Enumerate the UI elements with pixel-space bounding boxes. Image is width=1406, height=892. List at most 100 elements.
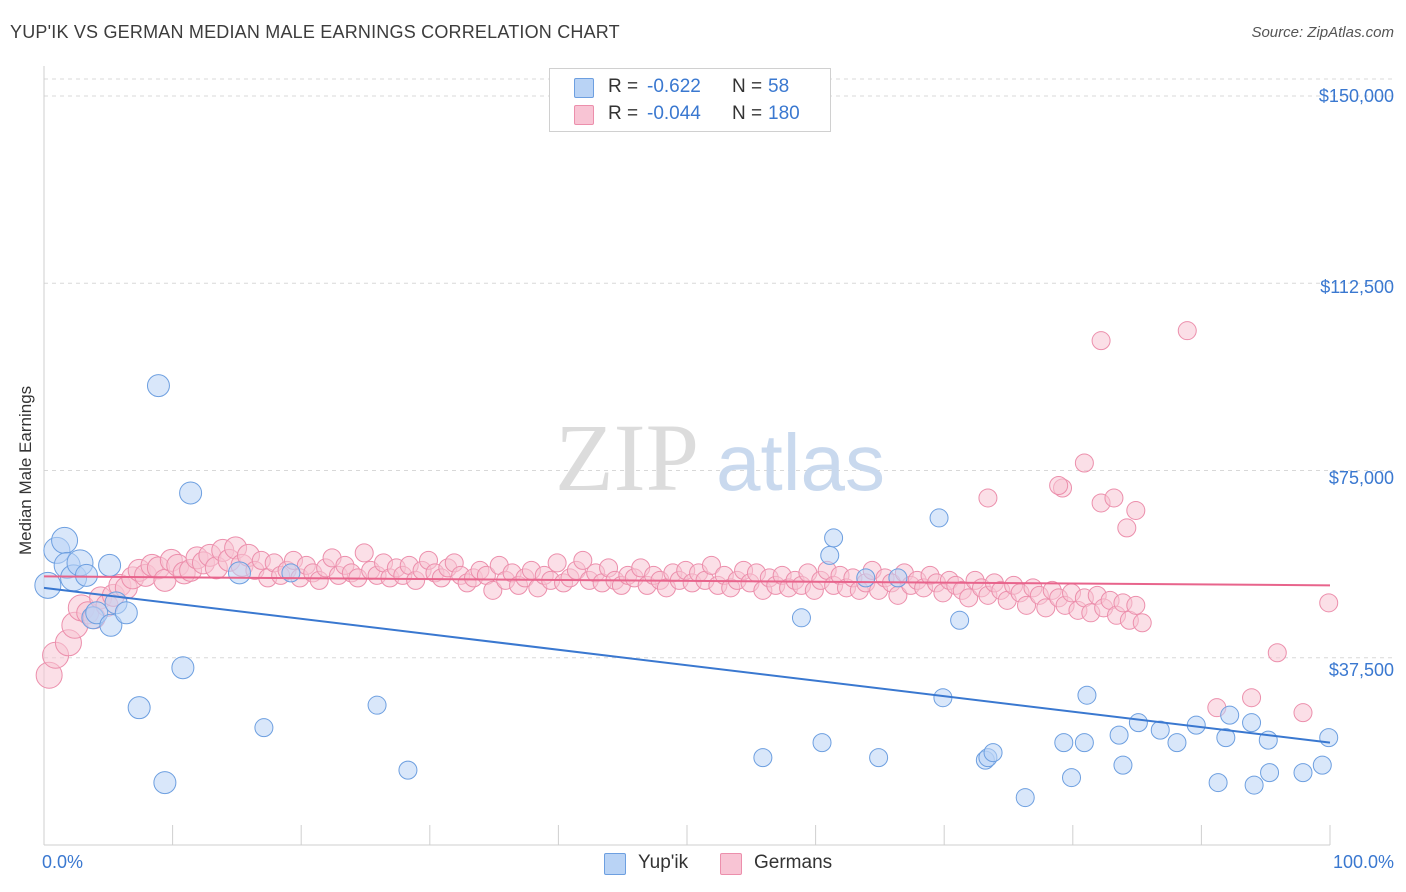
y-tick-label: $75,000 — [1328, 468, 1394, 488]
yupik-point — [98, 553, 122, 577]
bottom-legend-label: Germans — [754, 852, 833, 873]
yupik-point — [1150, 720, 1170, 740]
yupik-point — [34, 571, 62, 599]
yupik-point — [888, 568, 908, 588]
bottom-legend-swatch-pink — [720, 853, 742, 875]
germans-point — [1293, 703, 1313, 723]
legend-r-label: R = — [608, 76, 639, 97]
legend-r-value: -0.044 — [647, 103, 701, 124]
yupik-point — [1242, 713, 1262, 733]
yupik-point — [398, 760, 418, 780]
yupik-point — [1062, 768, 1082, 788]
yupik-point — [127, 696, 151, 720]
y-tick-label: $112,500 — [1320, 277, 1394, 297]
legend-n-label: N = — [732, 76, 763, 97]
y-tick-label: $37,500 — [1328, 660, 1394, 680]
yupik-point — [1077, 685, 1097, 705]
chart-title: YUP'IK VS GERMAN MEDIAN MALE EARNINGS CO… — [10, 22, 620, 42]
yupik-point — [929, 508, 949, 528]
yupik-point — [254, 718, 274, 738]
legend-n-label: N = — [732, 103, 763, 124]
yupik-point — [1074, 733, 1094, 753]
germans-point — [1017, 595, 1037, 615]
germans-point — [354, 543, 374, 563]
legend: R = -0.622 N = 58 R = -0.044 N = 180 — [549, 68, 831, 132]
source-credit: Source: ZipAtlas.com — [1251, 24, 1394, 41]
legend-n-value: 180 — [768, 103, 800, 124]
legend-row-yupik: R = -0.622 N = 58 — [550, 74, 830, 100]
germans-point — [1132, 613, 1152, 633]
watermark: ZIP atlas — [555, 404, 885, 511]
legend-swatch-blue — [574, 78, 594, 98]
yupik-point — [51, 526, 79, 554]
yupik-points — [34, 374, 1339, 808]
yupik-point — [114, 601, 138, 625]
trend-lines — [43, 575, 1331, 744]
yupik-point — [753, 748, 773, 768]
legend-row-germans: R = -0.044 N = 180 — [550, 101, 830, 127]
yupik-point — [1167, 733, 1187, 753]
yupik-point — [146, 374, 170, 398]
germans-point — [1242, 688, 1262, 708]
yupik-point — [153, 771, 177, 795]
germans-point — [1117, 518, 1137, 538]
yupik-point — [367, 695, 387, 715]
germans-point — [547, 553, 567, 573]
germans-point — [1091, 331, 1111, 351]
germans-point — [1267, 643, 1287, 663]
germans-point — [1319, 593, 1339, 613]
yupik-point — [171, 656, 195, 680]
x-axis-min-label: 0.0% — [42, 852, 84, 872]
yupik-point — [1054, 733, 1074, 753]
yupik-point — [1260, 763, 1280, 783]
yupik-point — [812, 733, 832, 753]
germans-point — [959, 588, 979, 608]
yupik-point — [869, 748, 889, 768]
legend-r-value: -0.622 — [647, 76, 701, 97]
yupik-point — [1113, 755, 1133, 775]
bottom-legend-swatch-blue — [604, 853, 626, 875]
x-axis-max-label: 100.0% — [1332, 852, 1394, 872]
germans-point — [483, 580, 503, 600]
germans-point — [1049, 475, 1069, 495]
germans-point — [1104, 488, 1124, 508]
germans-point — [1036, 598, 1056, 618]
yupik-trend-line — [43, 586, 1331, 744]
legend-r-label: R = — [608, 103, 639, 124]
yupik-point — [1293, 763, 1313, 783]
yupik-point — [179, 481, 203, 505]
germans-trend-line — [43, 575, 1331, 587]
legend-n-value: 58 — [768, 76, 790, 97]
yupik-point — [1220, 705, 1240, 725]
yupik-point — [74, 563, 98, 587]
bottom-legend-label: Yup'ik — [638, 852, 689, 873]
germans-point — [573, 550, 593, 570]
germans-point — [1126, 595, 1146, 615]
y-axis-label: Median Male Earnings — [16, 385, 35, 555]
legend-swatch-pink — [574, 105, 594, 125]
yupik-point — [1109, 725, 1129, 745]
yupik-point — [950, 610, 970, 630]
yupik-point — [99, 613, 123, 637]
yupik-point — [1319, 728, 1339, 748]
yupik-point — [856, 568, 876, 588]
germans-point — [978, 488, 998, 508]
germans-point — [1177, 321, 1197, 341]
germans-points — [35, 321, 1339, 723]
yupik-point — [1015, 788, 1035, 808]
yupik-point — [983, 743, 1003, 763]
yupik-point — [281, 563, 301, 583]
yupik-point — [1216, 728, 1236, 748]
yupik-point — [820, 545, 840, 565]
watermark-atlas: atlas — [716, 418, 885, 507]
yupik-point — [1128, 713, 1148, 733]
axes — [43, 66, 1331, 846]
yupik-point — [1244, 775, 1264, 795]
watermark-zip: ZIP — [555, 404, 699, 511]
y-tick-label: $150,000 — [1318, 86, 1394, 106]
yupik-point — [1312, 755, 1332, 775]
yupik-point — [227, 561, 251, 585]
yupik-point — [1208, 773, 1228, 793]
yupik-point — [791, 608, 811, 628]
